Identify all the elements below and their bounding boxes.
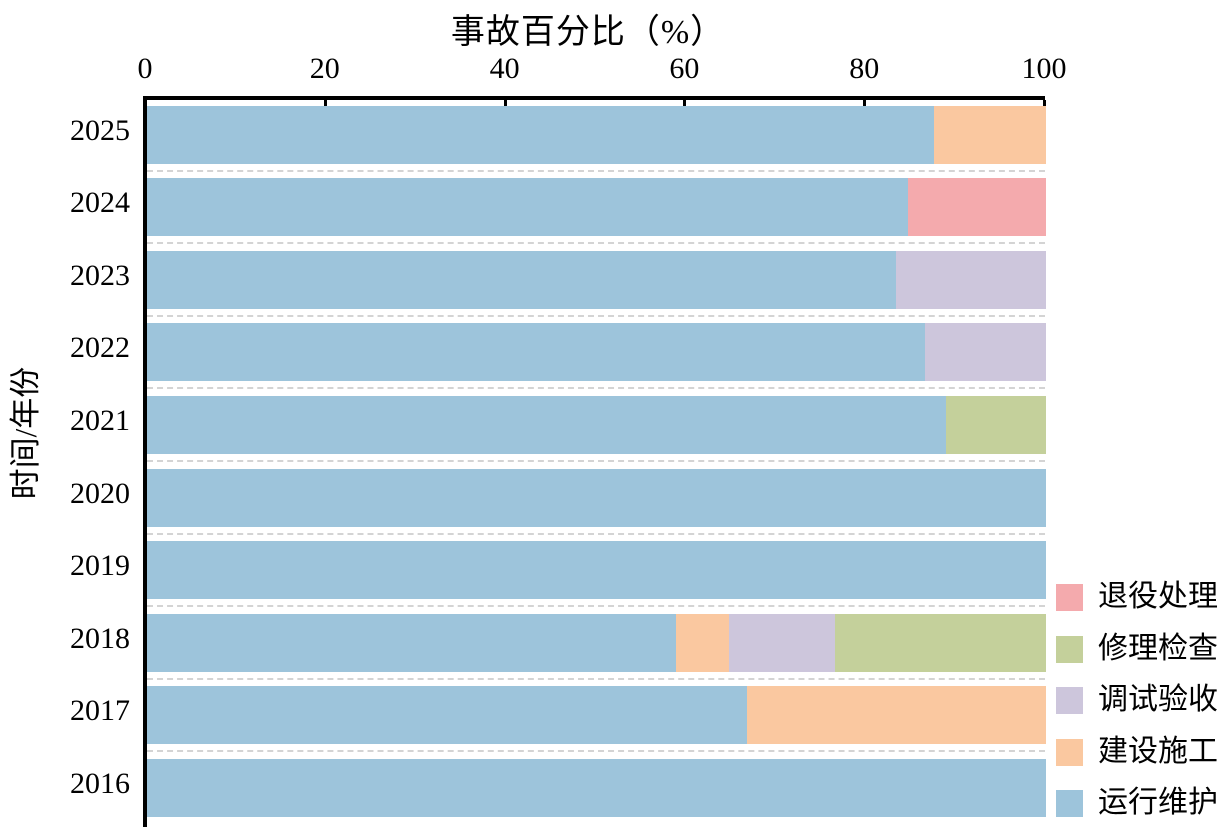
bar-row-2017 — [147, 686, 1046, 745]
y-tick-label-2022: 2022 — [70, 331, 130, 365]
y-tick-label-2016: 2016 — [70, 766, 130, 800]
bar-segment-调试验收 — [895, 250, 1046, 309]
category-separator-gridline — [147, 460, 1045, 462]
bar-segment-调试验收 — [728, 613, 835, 672]
x-tick-label: 80 — [849, 52, 880, 85]
bar-segment-运行维护 — [147, 323, 925, 382]
bar-segment-运行维护 — [147, 613, 676, 672]
category-separator-gridline — [147, 314, 1045, 317]
bar-segment-运行维护 — [147, 105, 934, 164]
bar-segment-运行维护 — [147, 178, 908, 237]
x-tick-label: 60 — [669, 52, 700, 85]
bar-segment-运行维护 — [147, 758, 1046, 817]
bar-row-2024 — [147, 178, 1046, 237]
legend-swatch-icon — [1056, 635, 1083, 663]
legend-label: 退役处理 — [1098, 580, 1218, 613]
legend-label: 运行维护 — [1098, 786, 1218, 819]
legend-label: 建设施工 — [1098, 734, 1218, 768]
bar-segment-建设施工 — [675, 613, 729, 672]
bar-segment-修理检查 — [834, 613, 1046, 672]
bar-row-2022 — [147, 323, 1046, 382]
category-separator-gridline — [147, 242, 1045, 245]
y-tick-label-2025: 2025 — [70, 113, 130, 147]
chart-title: 事故百分比（%） — [450, 14, 726, 51]
x-tick-label: 100 — [1021, 52, 1067, 85]
y-tick-label-2020: 2020 — [70, 476, 130, 510]
x-tick-label: 20 — [309, 52, 340, 85]
category-separator-gridline — [147, 532, 1045, 535]
bar-row-2016 — [147, 758, 1046, 817]
bar-row-2021 — [147, 395, 1046, 454]
legend-swatch-icon — [1056, 687, 1083, 714]
legend-swatch-icon — [1056, 790, 1083, 817]
y-tick-label-2019: 2019 — [70, 549, 130, 583]
legend-swatch-icon — [1056, 738, 1083, 766]
legend-label: 修理检查 — [1098, 631, 1218, 665]
bar-segment-退役处理 — [907, 178, 1046, 237]
legend-label: 调试验收 — [1098, 683, 1218, 716]
bar-row-2023 — [147, 250, 1046, 309]
bar-row-2019 — [147, 541, 1046, 600]
y-tick-label-2018: 2018 — [70, 621, 130, 655]
x-tick-label: 0 — [137, 52, 153, 85]
category-separator-gridline — [147, 605, 1045, 608]
bar-segment-运行维护 — [147, 468, 1046, 527]
bar-segment-修理检查 — [946, 395, 1046, 454]
bar-row-2018 — [147, 613, 1046, 672]
bar-segment-运行维护 — [147, 395, 947, 454]
x-tick-label: 40 — [489, 52, 520, 85]
bar-row-2020 — [147, 468, 1046, 527]
bar-segment-调试验收 — [924, 323, 1046, 382]
y-tick-label-2023: 2023 — [70, 258, 130, 292]
category-separator-gridline — [147, 750, 1045, 753]
bar-segment-运行维护 — [147, 250, 896, 309]
category-separator-gridline — [147, 169, 1045, 172]
bar-segment-建设施工 — [933, 105, 1046, 164]
bar-segment-建设施工 — [746, 686, 1046, 745]
x-axis-line — [143, 96, 1045, 100]
y-tick-label-2024: 2024 — [70, 186, 130, 220]
y-tick-label-2021: 2021 — [70, 403, 130, 437]
bar-row-2025 — [147, 105, 1046, 164]
y-axis-line — [143, 96, 147, 827]
x-tick-mark — [144, 100, 147, 113]
category-separator-gridline — [147, 387, 1045, 390]
legend-swatch-icon — [1056, 584, 1083, 611]
category-separator-gridline — [147, 677, 1045, 680]
bar-segment-运行维护 — [147, 541, 1046, 600]
y-tick-label-2017: 2017 — [70, 694, 130, 728]
bar-segment-运行维护 — [147, 686, 747, 745]
